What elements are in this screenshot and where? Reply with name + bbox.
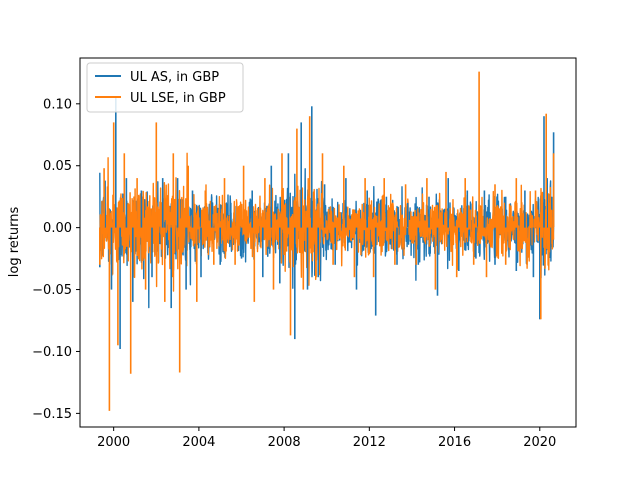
y-tick-label: −0.10 (32, 345, 72, 360)
y-tick-label: −0.05 (32, 283, 72, 298)
legend-label: UL AS, in GBP (130, 70, 219, 85)
x-axis: 2000 2004 2008 2012 2016 2020 (97, 427, 556, 450)
y-axis: 0.10 0.05 0.00 −0.05 −0.10 −0.15 (32, 97, 80, 422)
series-1 (99, 71, 555, 411)
y-tick-label: 0.05 (43, 159, 72, 174)
x-tick-label: 2004 (182, 435, 215, 450)
x-tick-label: 2012 (353, 435, 386, 450)
y-tick-label: 0.00 (43, 221, 72, 236)
x-tick-label: 2000 (97, 435, 130, 450)
y-axis-label: log returns (7, 207, 22, 278)
legend-label: UL LSE, in GBP (130, 91, 226, 106)
series-1-texture (99, 152, 555, 292)
y-tick-label: −0.15 (32, 407, 72, 422)
plot-area (99, 71, 555, 411)
axes-frame (79, 57, 577, 428)
x-tick-label: 2016 (438, 435, 471, 450)
noise-layer (99, 152, 555, 309)
legend: UL AS, in GBP UL LSE, in GBP (86, 62, 244, 113)
y-tick-label: 0.10 (43, 97, 72, 112)
x-tick-label: 2008 (268, 435, 301, 450)
x-tick-label: 2020 (523, 435, 556, 450)
series-layer (99, 71, 555, 411)
legend-box (86, 62, 244, 113)
